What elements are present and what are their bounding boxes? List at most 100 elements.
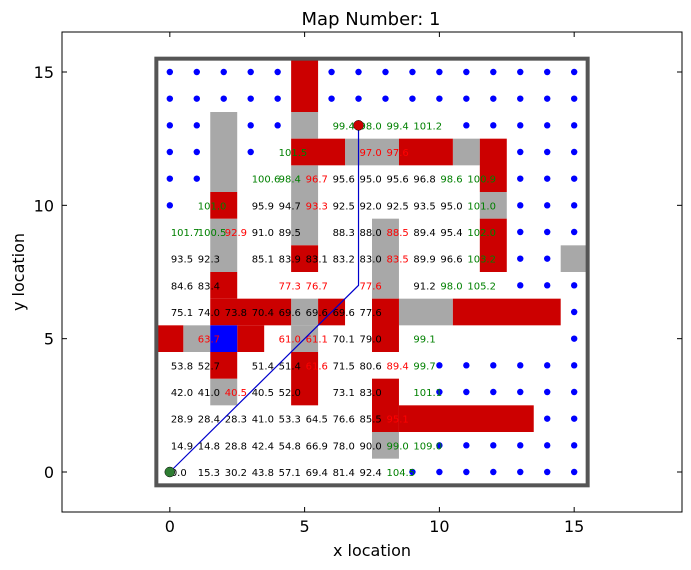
obstacle-cell bbox=[372, 298, 399, 352]
x-tick-label: 5 bbox=[300, 517, 310, 536]
cost-label: 51.4 bbox=[252, 361, 274, 372]
cost-label: 81.4 bbox=[333, 468, 355, 479]
unvisited-node bbox=[166, 95, 174, 102]
unvisited-node bbox=[570, 68, 578, 76]
cost-label: 89.4 bbox=[413, 228, 435, 239]
cost-label: 92.4 bbox=[360, 468, 382, 479]
cost-label: 100.5 bbox=[198, 228, 227, 239]
cost-label: 98.0 bbox=[440, 281, 462, 292]
unvisited-node bbox=[490, 388, 497, 396]
cost-label: 43.8 bbox=[252, 468, 274, 479]
inflated-cell bbox=[210, 112, 238, 192]
cost-label: 71.5 bbox=[333, 361, 355, 372]
unvisited-node bbox=[544, 148, 551, 156]
unvisited-node bbox=[517, 68, 524, 76]
cost-label: 85.5 bbox=[360, 415, 382, 426]
unvisited-node bbox=[544, 122, 551, 129]
obstacle-cell bbox=[398, 405, 534, 432]
cost-label: 104.5 bbox=[386, 468, 415, 479]
y-tick-label: 15 bbox=[34, 63, 54, 82]
inflated-cell bbox=[372, 432, 399, 459]
cost-label: 83.0 bbox=[360, 255, 382, 266]
cost-label: 96.7 bbox=[306, 175, 328, 186]
cost-label: 15.3 bbox=[198, 468, 220, 479]
cost-label: 84.6 bbox=[171, 281, 193, 292]
cost-label: 95.6 bbox=[333, 175, 355, 186]
chart-title: Map Number: 1 bbox=[302, 9, 441, 30]
cost-label: 76.7 bbox=[306, 281, 328, 292]
cost-label: 105.2 bbox=[467, 281, 496, 292]
unvisited-node bbox=[490, 468, 497, 476]
cost-label: 63.7 bbox=[198, 335, 220, 346]
cost-label: 101.0 bbox=[467, 201, 496, 212]
cost-label: 61.1 bbox=[306, 335, 328, 346]
cost-label: 100.9 bbox=[467, 175, 496, 186]
cost-label: 96.6 bbox=[440, 255, 462, 266]
cost-label: 94.7 bbox=[279, 201, 301, 212]
unvisited-node bbox=[570, 175, 578, 182]
unvisited-node bbox=[463, 442, 470, 449]
obstacle-cell bbox=[237, 325, 265, 352]
obstacle-cell bbox=[398, 138, 453, 166]
unvisited-node bbox=[463, 388, 470, 396]
cost-label: 80.6 bbox=[360, 361, 382, 372]
cost-label: 73.8 bbox=[225, 308, 247, 319]
inflated-cell bbox=[560, 245, 588, 272]
unvisited-node bbox=[544, 202, 551, 209]
cost-label: 97.6 bbox=[386, 148, 408, 159]
inflated-cell bbox=[291, 298, 319, 326]
unvisited-node bbox=[544, 68, 551, 76]
start-marker bbox=[164, 466, 176, 478]
cost-label: 14.9 bbox=[171, 441, 193, 452]
cost-label: 91.2 bbox=[413, 281, 435, 292]
cost-label: 77.6 bbox=[360, 308, 382, 319]
unvisited-node bbox=[328, 68, 335, 76]
cost-label: 52.0 bbox=[279, 388, 301, 399]
cost-label: 61.6 bbox=[306, 361, 328, 372]
cost-label: 88.3 bbox=[333, 228, 355, 239]
unvisited-node bbox=[544, 255, 551, 262]
inflated-cell bbox=[291, 165, 319, 246]
unvisited-node bbox=[463, 122, 470, 129]
obstacle-cell bbox=[372, 378, 399, 432]
unvisited-node bbox=[166, 122, 174, 129]
cost-label: 75.1 bbox=[171, 308, 193, 319]
cost-label: 93.3 bbox=[306, 201, 328, 212]
inflated-cell bbox=[345, 138, 399, 166]
cost-label: 41.0 bbox=[252, 415, 274, 426]
unvisited-node bbox=[166, 202, 174, 209]
obstacle-cell bbox=[291, 245, 319, 272]
cost-label: 61.0 bbox=[279, 335, 301, 346]
unvisited-node bbox=[166, 68, 174, 76]
cost-label: 89.4 bbox=[386, 361, 408, 372]
unvisited-node bbox=[463, 468, 470, 476]
unvisited-node bbox=[544, 388, 551, 396]
cost-label: 0.0 bbox=[171, 468, 187, 479]
inflated-cell bbox=[479, 192, 507, 219]
cost-label: 40.5 bbox=[252, 388, 274, 399]
unvisited-node bbox=[544, 282, 551, 289]
x-tick-label: 0 bbox=[165, 517, 175, 536]
unvisited-node bbox=[517, 362, 524, 369]
cost-label: 83.2 bbox=[333, 255, 355, 266]
cost-label: 28.4 bbox=[198, 415, 220, 426]
cost-label: 42.4 bbox=[252, 441, 274, 452]
cost-label: 90.0 bbox=[360, 441, 382, 452]
y-tick-label: 10 bbox=[34, 196, 54, 215]
cost-label: 99.1 bbox=[413, 335, 435, 346]
cost-label: 83.4 bbox=[198, 281, 220, 292]
cost-label: 70.4 bbox=[252, 308, 274, 319]
robot-cell bbox=[210, 325, 238, 352]
cost-label: 102.0 bbox=[467, 228, 496, 239]
cost-label: 83.9 bbox=[279, 255, 301, 266]
unvisited-node bbox=[193, 68, 200, 76]
cost-label: 109.0 bbox=[413, 441, 442, 452]
unvisited-node bbox=[247, 68, 254, 76]
cost-label: 89.9 bbox=[413, 255, 435, 266]
unvisited-node bbox=[247, 148, 254, 156]
cost-label: 88.0 bbox=[360, 228, 382, 239]
cost-label: 40.5 bbox=[225, 388, 247, 399]
cost-label: 28.8 bbox=[225, 441, 247, 452]
y-tick-label: 5 bbox=[44, 330, 54, 349]
inflated-cell bbox=[183, 325, 211, 352]
